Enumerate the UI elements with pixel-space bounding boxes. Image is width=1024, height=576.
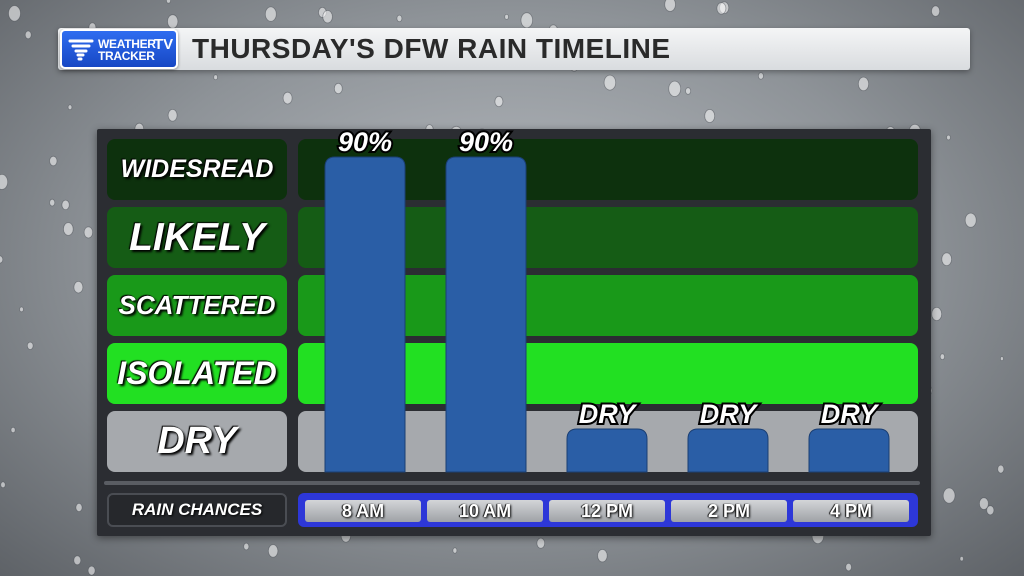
rain-drop: [959, 556, 964, 562]
rain-drop: [49, 155, 58, 167]
rain-drop: [664, 0, 676, 12]
rain-drop: [75, 502, 83, 512]
axis-divider: [104, 481, 920, 485]
title-bar: [58, 28, 970, 70]
rain-drop: [282, 91, 293, 105]
bar-8am: [324, 156, 406, 473]
x-axis-label: RAIN CHANCES: [107, 493, 287, 527]
rain-drop: [452, 547, 458, 554]
x-tick-10am: 10 AM: [427, 500, 543, 522]
rain-drop: [997, 464, 1005, 474]
rain-drop: [322, 10, 333, 24]
rain-drop: [494, 95, 504, 108]
rain-drop: [857, 76, 870, 92]
rain-drop: [757, 72, 764, 80]
rain-drop: [87, 565, 96, 576]
rain-drop: [333, 82, 343, 95]
logo-text-weather: WEATHER: [98, 37, 156, 51]
x-tick-4pm: 4 PM: [793, 500, 909, 522]
rain-drop: [986, 505, 995, 516]
rain-drop: [63, 222, 74, 236]
rain-drop: [67, 104, 73, 111]
rain-drop: [942, 487, 956, 504]
x-tick-12pm: 12 PM: [549, 500, 665, 522]
rain-drop: [49, 198, 56, 207]
bar-4pm: [808, 428, 890, 473]
bar-10am: [445, 156, 527, 473]
rain-drop: [931, 306, 943, 321]
rain-drop: [0, 174, 9, 190]
rain-drop: [979, 497, 989, 510]
data-label-8am: 90%: [338, 127, 392, 157]
page-title: THURSDAY'S DFW RAIN TIMELINE: [192, 33, 671, 64]
y-label-scattered: SCATTERED: [107, 275, 287, 336]
rain-drop: [213, 74, 218, 81]
x-tick-8am: 8 AM: [305, 500, 421, 522]
rain-drop: [8, 5, 21, 22]
tornado-icon: [68, 39, 94, 61]
rain-drop: [931, 5, 941, 17]
rain-drop: [520, 12, 534, 29]
rain-drop: [845, 562, 852, 572]
rain-drop: [19, 306, 24, 313]
rain-drop: [964, 212, 977, 228]
rain-drop: [603, 74, 617, 91]
rain-drop: [939, 353, 946, 361]
data-label-10am: 90%: [459, 127, 513, 157]
rain-drop: [0, 255, 4, 264]
rain-drop: [243, 542, 250, 551]
bar-12pm: [566, 428, 648, 473]
rain-drop: [685, 87, 692, 95]
rain-drop: [0, 481, 6, 489]
rain-drop: [166, 0, 171, 4]
rain-drop: [946, 134, 951, 141]
bar-2pm: [687, 428, 769, 473]
rain-drop: [536, 537, 546, 549]
rain-drop: [61, 199, 70, 211]
data-label-4pm: DRY: [821, 399, 881, 429]
rain-drop: [668, 80, 682, 97]
rain-drop: [504, 13, 509, 20]
rain-drop: [73, 555, 82, 566]
rain-drop: [26, 341, 34, 350]
rain-drop: [1000, 356, 1004, 362]
rain-drop: [83, 226, 94, 239]
y-label-isolated: ISOLATED: [107, 343, 287, 404]
logo-text-tracker: TRACKER: [98, 49, 155, 63]
rain-drop: [941, 252, 952, 267]
rain-drop: [716, 2, 727, 15]
y-label-likely: LIKELY: [107, 207, 287, 268]
rain-drop: [264, 6, 277, 22]
rain-drop: [267, 544, 279, 558]
rain-drop: [167, 109, 178, 122]
rain-drop: [704, 109, 716, 123]
rain-drop: [396, 14, 403, 23]
y-label-dry: DRY: [107, 411, 287, 472]
rain-drop: [10, 426, 16, 434]
data-label-12pm: DRY: [579, 399, 639, 429]
y-label-widesread: WIDESREAD: [107, 139, 287, 200]
rain-drop: [73, 281, 84, 294]
rain-drop: [597, 549, 608, 563]
data-label-2pm: DRY: [700, 399, 760, 429]
rain-drop: [24, 30, 32, 40]
weather-tracker-logo: WEATHER TRACKER TV: [60, 29, 178, 69]
x-tick-2pm: 2 PM: [671, 500, 787, 522]
logo-text-tv: TV: [154, 36, 174, 53]
